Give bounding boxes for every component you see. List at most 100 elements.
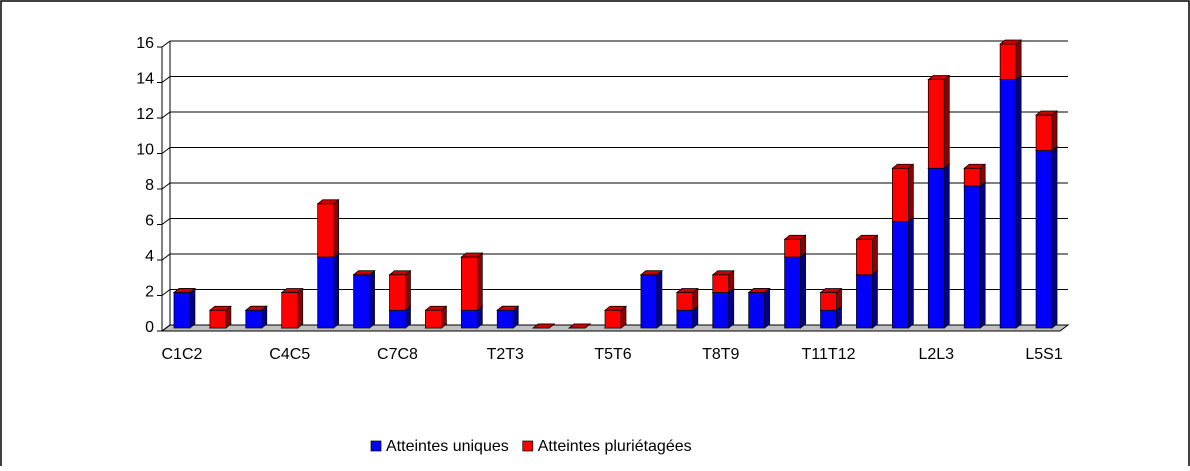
bar-side: [333, 252, 339, 329]
legend-label: Atteintes pluriétagées: [538, 438, 692, 455]
bar-side: [369, 270, 375, 329]
bar: [712, 274, 730, 293]
bar: [245, 309, 263, 329]
y-tick-label: 6: [145, 213, 154, 230]
bar-top: [532, 323, 556, 329]
bar-top: [963, 163, 987, 169]
bar-top: [999, 39, 1023, 45]
x-tick-label: T2T3: [487, 346, 524, 363]
x-tick-label: L2L3: [918, 346, 954, 363]
bar-top: [927, 75, 951, 80]
bar-side: [872, 270, 878, 329]
y-tick-label: 4: [145, 248, 154, 265]
bar: [281, 292, 299, 329]
bar: [999, 43, 1017, 80]
bar: [820, 309, 837, 329]
bar-side: [943, 74, 950, 169]
bar: [173, 292, 191, 329]
bar-side: [908, 216, 914, 329]
y-tick-label: 8: [145, 177, 154, 194]
bar: [1035, 114, 1053, 151]
bar-top: [316, 199, 340, 205]
x-tick-label: T11T12: [802, 346, 856, 363]
bar-top: [208, 305, 232, 311]
bar-side: [297, 287, 304, 329]
y-tick-label: 16: [136, 35, 154, 52]
bar: [784, 238, 801, 258]
y-tick-label: 0: [145, 319, 154, 336]
bar: [999, 79, 1017, 329]
bar: [389, 274, 406, 311]
y-tick-label: 2: [145, 284, 154, 301]
bar-top: [280, 288, 304, 293]
bar-top: [711, 270, 735, 276]
bar-top: [460, 252, 484, 258]
bar-top: [783, 234, 807, 240]
bar: [892, 167, 909, 222]
x-tick-label: C1C2: [162, 346, 203, 363]
grid-line-side: [161, 182, 171, 190]
y-tick-label: 12: [136, 106, 154, 123]
bar-side: [656, 270, 663, 329]
grid-line-side: [161, 111, 171, 119]
grid-line-side: [161, 147, 171, 154]
y-tick-label: 14: [136, 71, 154, 88]
bar-side: [333, 199, 339, 258]
bar: [389, 309, 406, 329]
bar: [640, 274, 658, 329]
x-tick-label: C4C5: [269, 346, 310, 363]
bar: [317, 203, 334, 258]
x-tick-label: T8T9: [702, 346, 739, 363]
bar-side: [908, 163, 914, 223]
bar-side: [872, 234, 878, 276]
bar: [856, 274, 873, 329]
bar-side: [764, 287, 771, 329]
bar-top: [172, 288, 196, 293]
grid-line-side: [161, 40, 171, 48]
bar: [892, 221, 909, 329]
bar: [963, 185, 981, 329]
bar: [209, 309, 227, 329]
bar: [1035, 150, 1053, 329]
bar-top: [855, 234, 879, 240]
bar-side: [189, 287, 196, 329]
bar: [963, 167, 981, 187]
grid-line-side: [161, 253, 171, 261]
bar-top: [388, 270, 412, 276]
bar-side: [1015, 39, 1022, 81]
bar-side: [979, 181, 986, 329]
bar: [460, 309, 478, 329]
bar: [496, 309, 514, 329]
bar-top: [604, 305, 627, 311]
bar: [460, 256, 478, 311]
bar: [820, 292, 837, 311]
bar: [317, 256, 334, 329]
bar-side: [728, 287, 735, 329]
bar: [676, 292, 694, 311]
grid-line-side: [161, 324, 171, 332]
bar-top: [819, 288, 843, 293]
grid-line-side: [161, 289, 171, 296]
bar-side: [405, 270, 411, 311]
bar-top: [747, 288, 771, 293]
bar: [856, 238, 873, 276]
x-tick-label: L5S1: [1025, 346, 1062, 363]
bar-top: [675, 288, 699, 293]
bar: [927, 79, 945, 169]
bar-top: [244, 305, 268, 311]
bar-side: [1051, 110, 1058, 152]
bar: [712, 292, 730, 329]
bar: [748, 292, 766, 329]
bar-top: [639, 270, 663, 276]
x-tick-label: C7C8: [377, 346, 418, 363]
bar: [784, 256, 801, 329]
bar: [604, 309, 622, 329]
bar: [927, 167, 945, 329]
bar-side: [1051, 145, 1058, 329]
bar: [353, 274, 370, 329]
bar-top: [496, 305, 520, 311]
legend-label: Atteintes uniques: [386, 438, 509, 455]
bar: [676, 309, 694, 329]
